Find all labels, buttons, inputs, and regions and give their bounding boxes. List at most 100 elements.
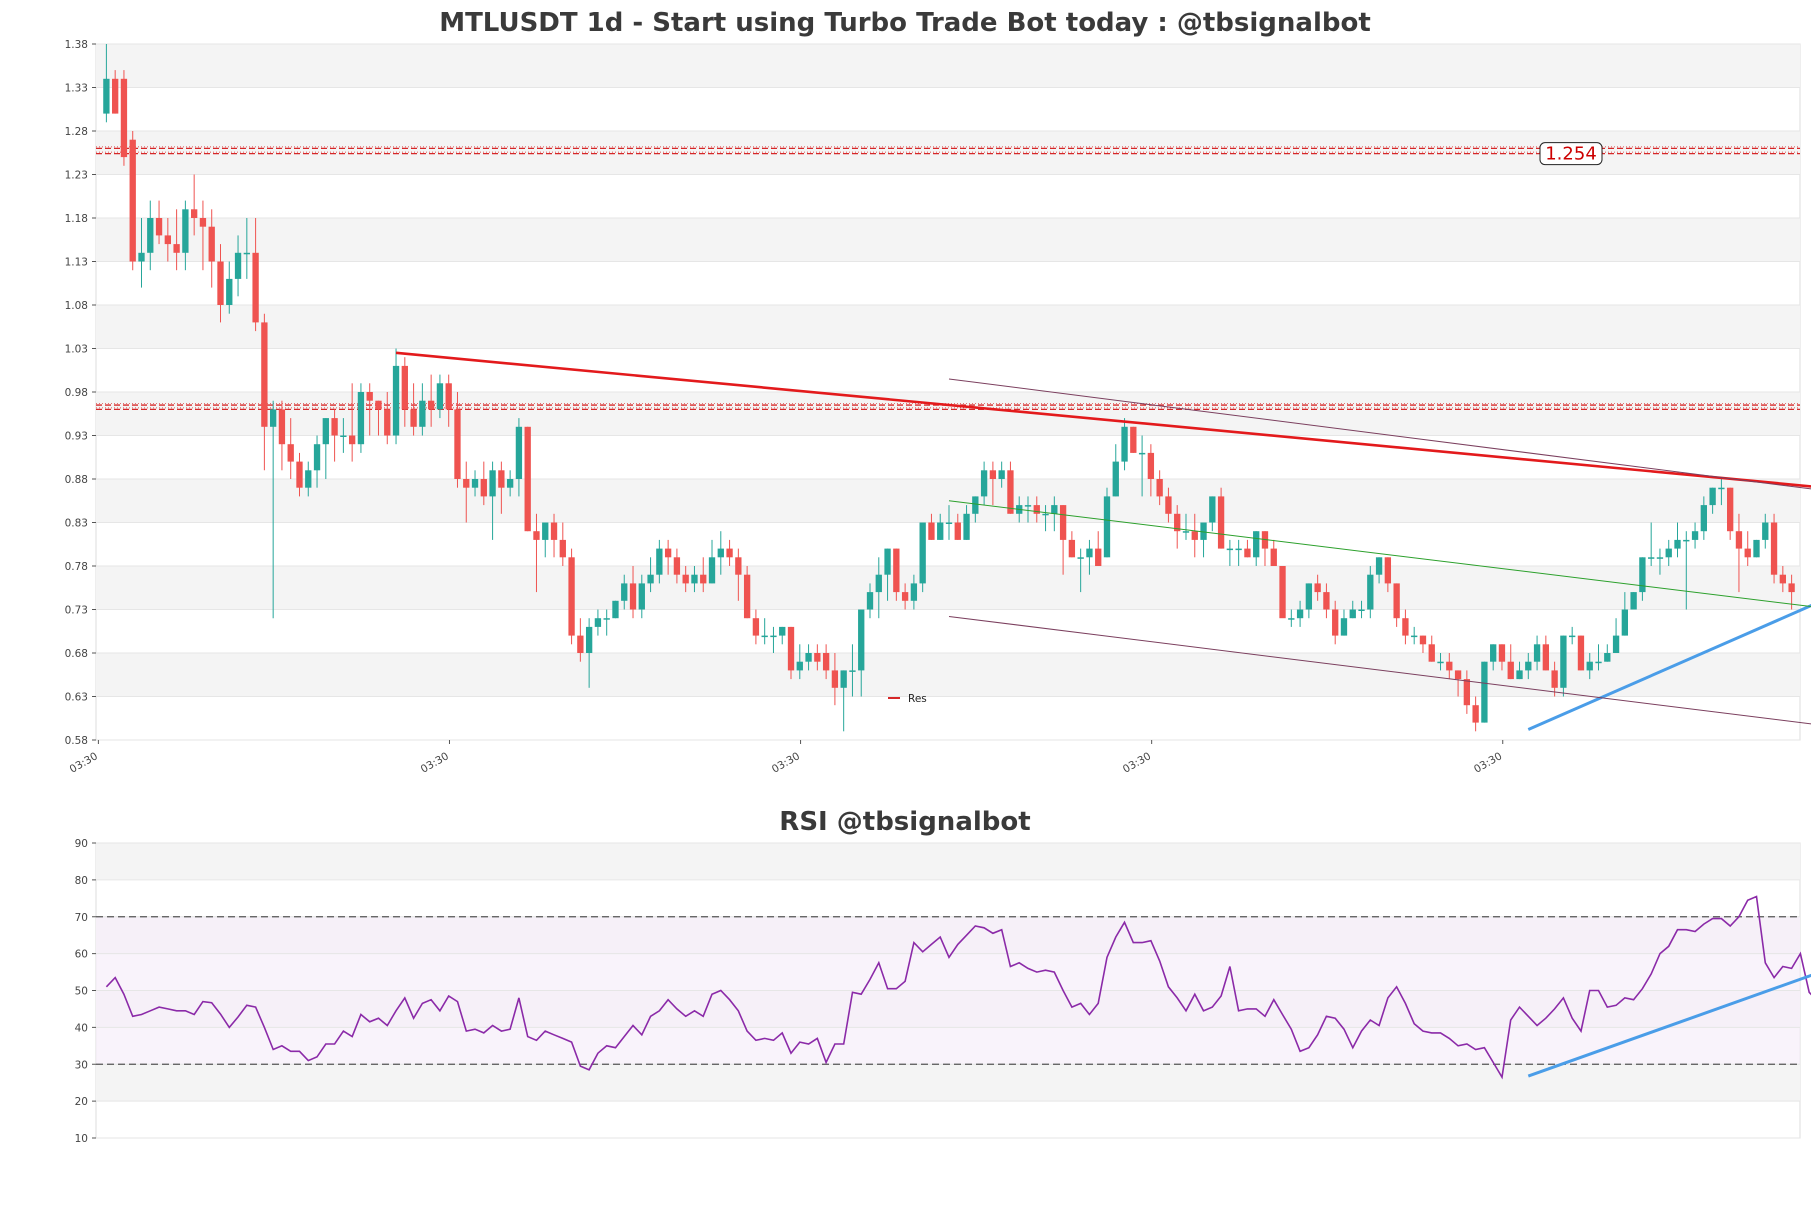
candle-body (1454, 670, 1462, 680)
candle-body (901, 592, 909, 601)
candle-body (1621, 609, 1629, 636)
candle-body (779, 626, 786, 636)
x-tick-label: 03:30 (770, 750, 802, 776)
candle-body (972, 496, 979, 514)
candle-body (1051, 505, 1058, 514)
rsi-y-tick-label: 60 (75, 949, 88, 961)
candle-body (1191, 531, 1198, 540)
rsi-y-tick-label: 50 (75, 986, 88, 998)
candle-body (787, 626, 795, 671)
candle-body (1340, 618, 1348, 636)
candle-body (454, 409, 461, 479)
candle-body (717, 548, 724, 558)
candle-body (542, 522, 549, 540)
candle-body (559, 539, 566, 558)
trendline-red (395, 351, 1811, 488)
trendline-purple (948, 615, 1811, 725)
candle-body (217, 261, 224, 305)
candle-body (1200, 522, 1207, 540)
candle-body (875, 574, 882, 593)
candle-body (1367, 574, 1374, 610)
candle-body (550, 522, 558, 540)
candle-body (410, 409, 417, 427)
candle-body (603, 618, 610, 620)
candle-body (340, 435, 347, 437)
candle-body (796, 661, 803, 671)
candle-body (506, 479, 514, 488)
y-tick-label: 0.73 (65, 605, 88, 617)
candle-body (840, 670, 847, 688)
candle-body (1358, 609, 1365, 611)
candle-body (963, 513, 970, 540)
rsi-y-tick-label: 40 (75, 1022, 88, 1034)
grid-band (96, 131, 1800, 175)
candle-body (1691, 531, 1699, 540)
candle-body (1446, 661, 1453, 671)
candle-body (1209, 496, 1216, 523)
candle-body (1059, 505, 1067, 540)
candle-body (1332, 609, 1339, 636)
candle-body (1700, 505, 1707, 532)
candle-body (735, 557, 742, 575)
candle-body (1498, 644, 1506, 662)
candle-body (568, 557, 575, 636)
candle-body (401, 365, 408, 410)
candle-body (138, 252, 145, 262)
candle-body (752, 618, 760, 636)
candle-body (1174, 513, 1181, 532)
candle-body (612, 600, 619, 619)
candle-body (1586, 661, 1593, 671)
candle-body (1753, 539, 1760, 558)
candle-body (1735, 531, 1743, 549)
candle-body (805, 653, 812, 662)
candle-body (182, 209, 189, 253)
candle-body (1674, 539, 1681, 549)
candle-body (524, 426, 531, 532)
price-panel: 0.58 0.63 0.68 0.73 0.78 0.83 0.88 0.93 0.98 1.03… (65, 39, 1811, 776)
x-tick-label: 03:30 (419, 750, 451, 776)
grid-band (96, 479, 1800, 523)
candle-body (489, 470, 496, 497)
candle-body (1779, 574, 1786, 584)
candle-body (822, 653, 830, 671)
candle-body (1656, 557, 1664, 559)
candle-body (480, 479, 487, 497)
candle-body (1077, 557, 1084, 559)
candle-body (1138, 452, 1146, 455)
rsi-grid-band (96, 1064, 1800, 1102)
candle-body (234, 252, 242, 279)
candle-body (1542, 644, 1550, 671)
rsi-y-tick-label: 80 (75, 875, 88, 887)
candle-body (252, 252, 259, 323)
candle-body (278, 409, 286, 445)
rsi-y-tick-label: 90 (75, 838, 88, 850)
y-tick-label: 1.08 (65, 300, 88, 312)
candle-body (954, 522, 961, 540)
candle-body (287, 444, 294, 462)
candle-body (629, 583, 637, 610)
y-tick-label: 0.68 (65, 648, 88, 660)
candle-body (945, 522, 953, 524)
candle-body (419, 400, 426, 427)
candle-body (1235, 548, 1242, 551)
candle-body (1481, 661, 1488, 723)
candle-body (243, 252, 250, 255)
rsi-chart-title: RSI @tbsignalbot (779, 807, 1030, 837)
candle-body (1463, 679, 1471, 706)
candle-body (1419, 635, 1427, 645)
trendline-blue (1527, 604, 1811, 731)
candle-body (436, 383, 444, 410)
candle-body (1314, 583, 1321, 593)
candle-body (1253, 531, 1260, 558)
candle-body (1612, 635, 1620, 653)
candle-body (1770, 522, 1778, 575)
grid-band (96, 653, 1800, 697)
y-tick-label: 0.93 (65, 431, 88, 443)
candle-body (1305, 583, 1313, 610)
candle-body (726, 548, 733, 558)
candle-body (664, 548, 672, 558)
candle-body (708, 557, 716, 584)
candle-body (1665, 548, 1672, 558)
y-tick-label: 1.38 (65, 39, 88, 51)
